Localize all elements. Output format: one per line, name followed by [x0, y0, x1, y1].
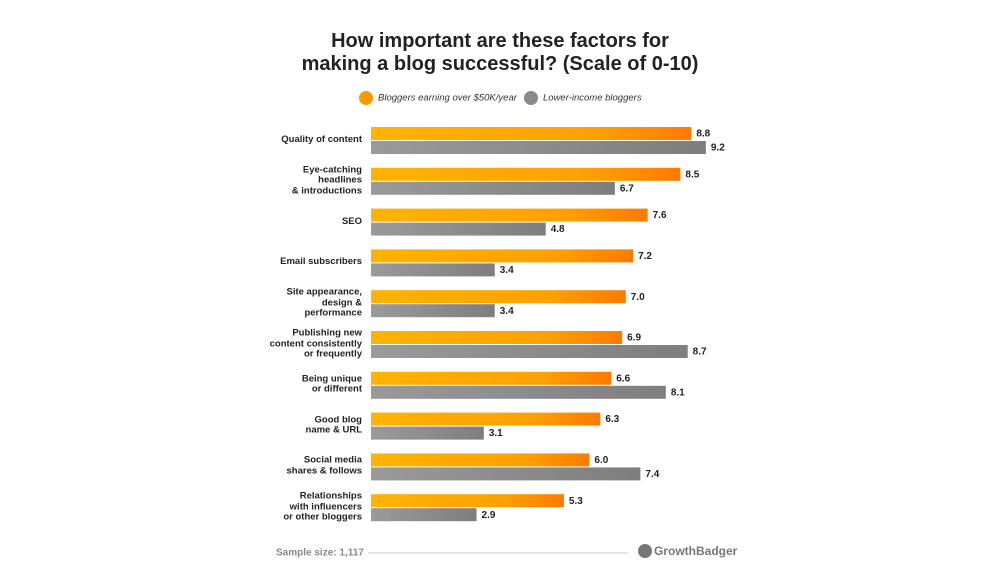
category-label: Email subscribers — [280, 256, 362, 268]
value-label: 2.9 — [482, 510, 496, 521]
bar — [371, 331, 623, 344]
legend-label: Lower-income bloggers — [543, 93, 642, 104]
bar — [371, 453, 590, 467]
value-label: 8.8 — [696, 129, 710, 140]
bar — [371, 508, 477, 522]
chart-title: How important are these factors for maki… — [301, 30, 699, 75]
bar — [371, 141, 706, 154]
value-label: 7.4 — [645, 469, 659, 480]
value-label: 5.3 — [569, 496, 583, 507]
category-label: Eye-catching headlines & introductions — [291, 164, 362, 197]
bar — [371, 167, 681, 181]
value-label: 6.0 — [594, 455, 608, 466]
sample-note: Sample size: 1,117 — [276, 548, 364, 559]
legend-swatch — [359, 91, 373, 105]
value-label: 7.6 — [653, 210, 667, 221]
category-label: Quality of content — [281, 133, 362, 145]
value-label: 3.4 — [500, 306, 514, 317]
bar — [371, 371, 612, 385]
category-label: Social media shares & follows — [286, 454, 363, 477]
value-label: 6.3 — [605, 414, 619, 425]
category-label: Relationships with influencers or other … — [283, 490, 362, 523]
category-label: Publishing new content consistently or f… — [269, 327, 362, 360]
bar — [371, 494, 564, 508]
value-label: 8.7 — [693, 347, 707, 358]
value-label: 8.1 — [671, 387, 685, 398]
brand: GrowthBadger — [654, 544, 738, 558]
value-label: 6.9 — [627, 333, 641, 344]
category-label: Being unique or different — [301, 373, 362, 395]
bar — [371, 181, 615, 195]
category-label: Good blog name & URL — [305, 414, 362, 436]
category-label: Site appearance, design & performance — [286, 286, 362, 319]
bar — [371, 412, 601, 426]
value-label: 9.2 — [711, 143, 725, 154]
bar — [371, 304, 495, 318]
bar — [371, 345, 688, 358]
value-label: 7.0 — [631, 292, 645, 303]
bar — [371, 467, 641, 481]
bar — [371, 426, 484, 440]
bar — [371, 385, 666, 399]
bar — [371, 263, 495, 277]
value-label: 6.6 — [616, 373, 630, 384]
value-label: 6.7 — [620, 183, 634, 194]
bar — [371, 249, 634, 263]
bar — [371, 222, 546, 236]
bar — [371, 290, 626, 304]
legend-label: Bloggers earning over $50K/year — [378, 93, 518, 104]
category-label: SEO — [341, 215, 362, 227]
value-label: 8.5 — [685, 169, 699, 180]
legend-swatch — [524, 91, 538, 105]
value-label: 4.8 — [551, 224, 565, 235]
bar — [371, 127, 692, 140]
value-label: 3.4 — [500, 265, 514, 276]
value-label: 7.2 — [638, 251, 652, 262]
value-label: 3.1 — [489, 428, 503, 439]
brand-logo — [638, 544, 652, 558]
bar — [371, 208, 648, 222]
